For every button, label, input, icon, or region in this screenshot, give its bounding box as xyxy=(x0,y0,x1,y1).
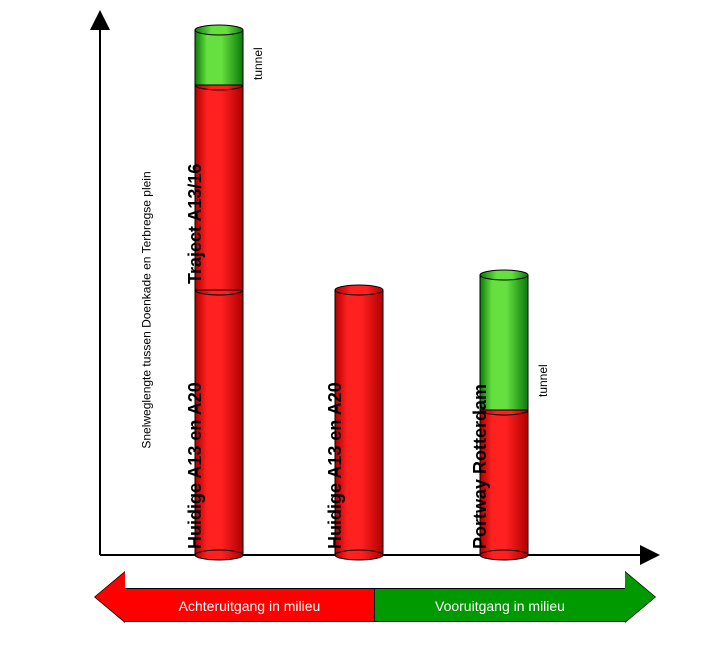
bar-segment-label: Huidige A13 en A20 xyxy=(325,382,346,549)
arrow-right: Vooruitgang in milieu xyxy=(375,588,625,622)
y-axis-label: Snelweglengte tussen Doenkade en Terbreg… xyxy=(140,171,154,448)
tunnel-label: tunnel xyxy=(536,364,550,397)
bar-top-ellipse xyxy=(195,25,243,35)
arrow-left: Achteruitgang in milieu xyxy=(125,588,375,622)
arrow-right-head xyxy=(625,572,655,622)
bar-base-ellipse xyxy=(195,550,243,560)
bar-segment-label: Huidige A13 en A20 xyxy=(185,382,206,549)
bar-segment-label: Traject A13/16 xyxy=(185,164,206,284)
tunnel-label: tunnel xyxy=(251,47,265,80)
bar-base-ellipse xyxy=(480,550,528,560)
arrow-row: Achteruitgang in milieu Vooruitgang in m… xyxy=(95,580,655,630)
bar-base-ellipse xyxy=(335,550,383,560)
bar-top-ellipse xyxy=(480,270,528,280)
chart-svg xyxy=(0,0,714,660)
bar-segment xyxy=(195,30,243,85)
chart-container: Snelweglengte tussen Doenkade en Terbreg… xyxy=(0,0,714,660)
arrow-left-head xyxy=(95,572,125,622)
bar-top-ellipse xyxy=(335,285,383,295)
bar-segment-label: Portway Rotterdam xyxy=(470,384,491,549)
